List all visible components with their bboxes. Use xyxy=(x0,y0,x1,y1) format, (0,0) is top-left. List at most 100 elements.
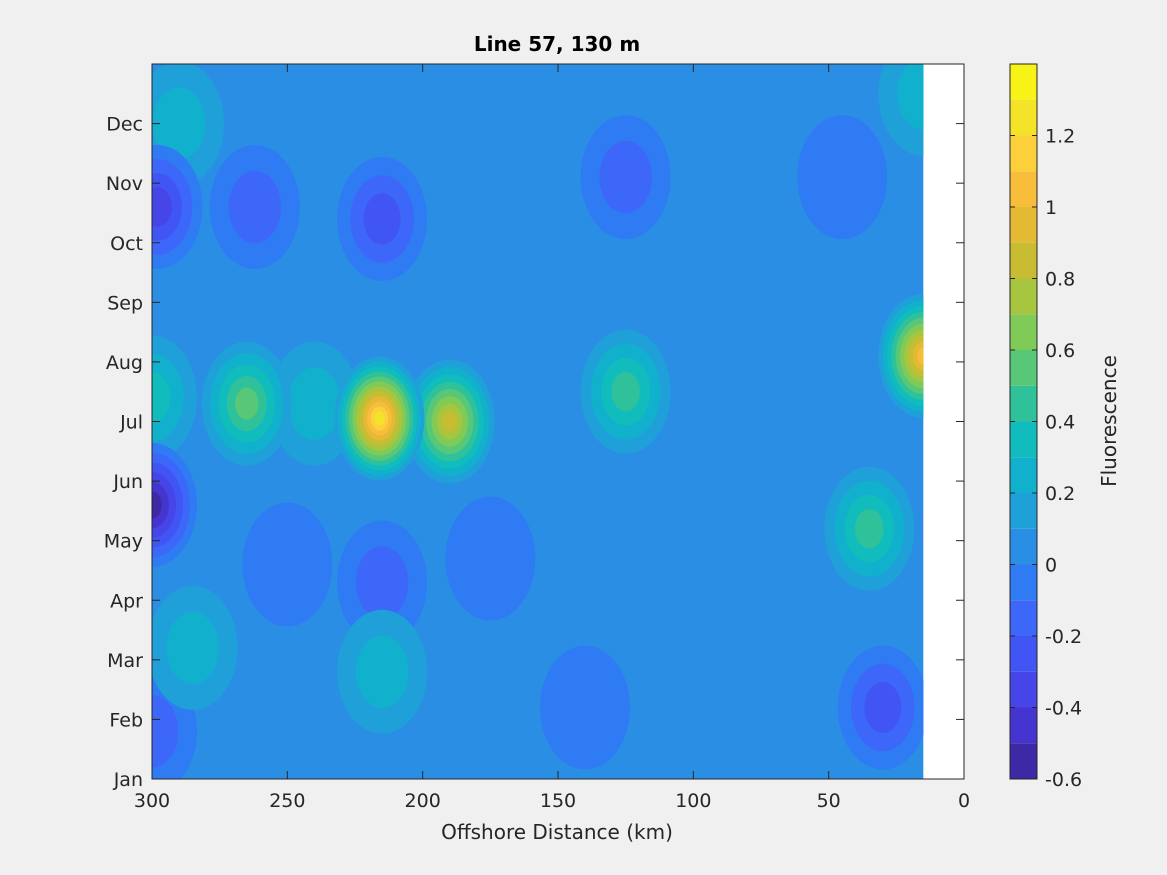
colorbar-tick-label: -0.6 xyxy=(1045,769,1082,791)
colorbar-swatch xyxy=(1010,636,1037,672)
contour-field xyxy=(152,64,924,779)
y-tick-label: Sep xyxy=(107,292,143,314)
colorbar-swatch xyxy=(1010,64,1037,100)
colorbar-swatch xyxy=(1010,564,1037,601)
chart-title: Line 57, 130 m xyxy=(474,32,640,56)
contour-level-5 xyxy=(445,496,536,621)
contour-anomaly xyxy=(797,115,888,240)
colorbar-swatch xyxy=(1010,707,1037,744)
contour-level-10 xyxy=(611,372,640,412)
colorbar-tick-label: 0.4 xyxy=(1045,412,1075,434)
contour-level-8 xyxy=(355,635,409,708)
contour-level-5 xyxy=(797,115,888,240)
contour-anomaly xyxy=(334,356,425,481)
colorbar-swatch xyxy=(1010,314,1037,350)
contour-level-4 xyxy=(228,170,282,244)
y-axis: Jan Feb Mar Apr May Jun Jul Aug Sep Oct Nov Dec xyxy=(104,114,964,791)
contour-level-4 xyxy=(152,695,179,768)
colorbar-swatch xyxy=(1010,171,1037,207)
colorbar-tick-label: 0 xyxy=(1045,555,1057,577)
contour-level-18 xyxy=(374,411,385,426)
x-tick-label: 300 xyxy=(134,790,170,812)
y-tick-label: Aug xyxy=(106,352,143,374)
contour-anomaly xyxy=(404,359,495,484)
contour-anomaly xyxy=(337,609,428,734)
contour-anomaly xyxy=(152,64,225,186)
contour-anomaly xyxy=(580,115,671,240)
contour-anomaly xyxy=(878,293,924,418)
x-tick-label: 200 xyxy=(405,790,441,812)
contour-anomaly xyxy=(152,442,197,567)
contour-anomaly xyxy=(152,335,197,460)
colorbar-swatch xyxy=(1010,600,1037,636)
contour-level-8 xyxy=(152,87,206,160)
y-tick-label: May xyxy=(104,531,143,553)
x-tick-label: 150 xyxy=(540,790,576,812)
x-tick-label: 100 xyxy=(675,790,711,812)
y-tick-label: Feb xyxy=(109,709,143,731)
colorbar-tick-label: 0.6 xyxy=(1045,340,1075,362)
contour-level-10 xyxy=(854,509,884,549)
colorbar-swatch xyxy=(1010,385,1037,422)
colorbar-swatch xyxy=(1010,743,1037,779)
contour-anomaly xyxy=(337,156,428,281)
colorbar-swatch xyxy=(1010,278,1037,315)
x-axis-label: Offshore Distance (km) xyxy=(441,820,673,844)
contour-level-14 xyxy=(442,411,458,432)
y-tick-label: Dec xyxy=(106,114,143,136)
contour-level-3 xyxy=(363,193,401,245)
contour-anomaly xyxy=(878,64,924,156)
colorbar-tick-label: -0.4 xyxy=(1045,698,1082,720)
contour-level-4 xyxy=(599,141,652,214)
colorbar-label: Fluorescence xyxy=(1097,355,1121,487)
x-tick-label: 50 xyxy=(817,790,841,812)
colorbar-swatch xyxy=(1010,242,1037,279)
y-tick-label: Jan xyxy=(113,769,143,791)
colorbar-tick-label: 1.2 xyxy=(1045,126,1075,148)
colorbar-swatch xyxy=(1010,671,1037,708)
y-tick-label: Mar xyxy=(107,650,143,672)
colorbar-swatch xyxy=(1010,421,1037,458)
colorbar-swatch xyxy=(1010,135,1037,172)
colorbar-swatch xyxy=(1010,207,1037,243)
colorbar-swatch xyxy=(1010,493,1037,529)
colorbar-tick-label: 0.2 xyxy=(1045,483,1075,505)
contour-level-4 xyxy=(355,546,409,619)
contour-anomaly xyxy=(540,645,631,770)
x-tick-label: 0 xyxy=(958,790,970,812)
contour-level-11 xyxy=(235,387,259,420)
contour-level-16 xyxy=(917,347,924,365)
contour-level-5 xyxy=(540,645,631,770)
colorbar-swatch xyxy=(1010,528,1037,565)
colorbar-tick-label: -0.2 xyxy=(1045,626,1082,648)
colorbar-tick-label: 0.8 xyxy=(1045,269,1075,291)
contour-anomaly xyxy=(837,645,924,770)
contour-level-9 xyxy=(152,372,171,424)
contour-level-3 xyxy=(864,682,902,733)
y-tick-label: Apr xyxy=(110,590,143,612)
colorbar-swatch xyxy=(1010,99,1037,136)
contour-level-0 xyxy=(152,491,162,519)
y-tick-label: Oct xyxy=(110,233,143,255)
contour-anomaly xyxy=(201,341,292,466)
contour-anomaly xyxy=(580,329,671,454)
contour-level-8 xyxy=(288,367,341,440)
contour-anomaly xyxy=(209,145,300,269)
colorbar-swatch xyxy=(1010,457,1037,493)
contour-anomaly xyxy=(824,466,915,591)
contour-anomaly xyxy=(152,585,238,710)
y-tick-label: Nov xyxy=(106,173,143,195)
y-tick-label: Jul xyxy=(119,412,143,434)
contour-anomaly xyxy=(152,145,203,269)
contour-level-2 xyxy=(152,187,172,227)
contour-anomaly xyxy=(242,502,333,627)
colorbar: -0.6 -0.4 -0.2 0 0.2 0.4 0.6 0.8 1 1.2 xyxy=(1009,63,1082,791)
y-tick-label: Jun xyxy=(112,471,143,493)
contour-level-8 xyxy=(897,64,924,130)
colorbar-tick-label: 1 xyxy=(1045,197,1057,219)
contour-level-8 xyxy=(166,611,219,685)
contour-anomaly xyxy=(337,520,428,645)
x-tick-label: 250 xyxy=(269,790,305,812)
colorbar-swatch xyxy=(1010,350,1037,386)
